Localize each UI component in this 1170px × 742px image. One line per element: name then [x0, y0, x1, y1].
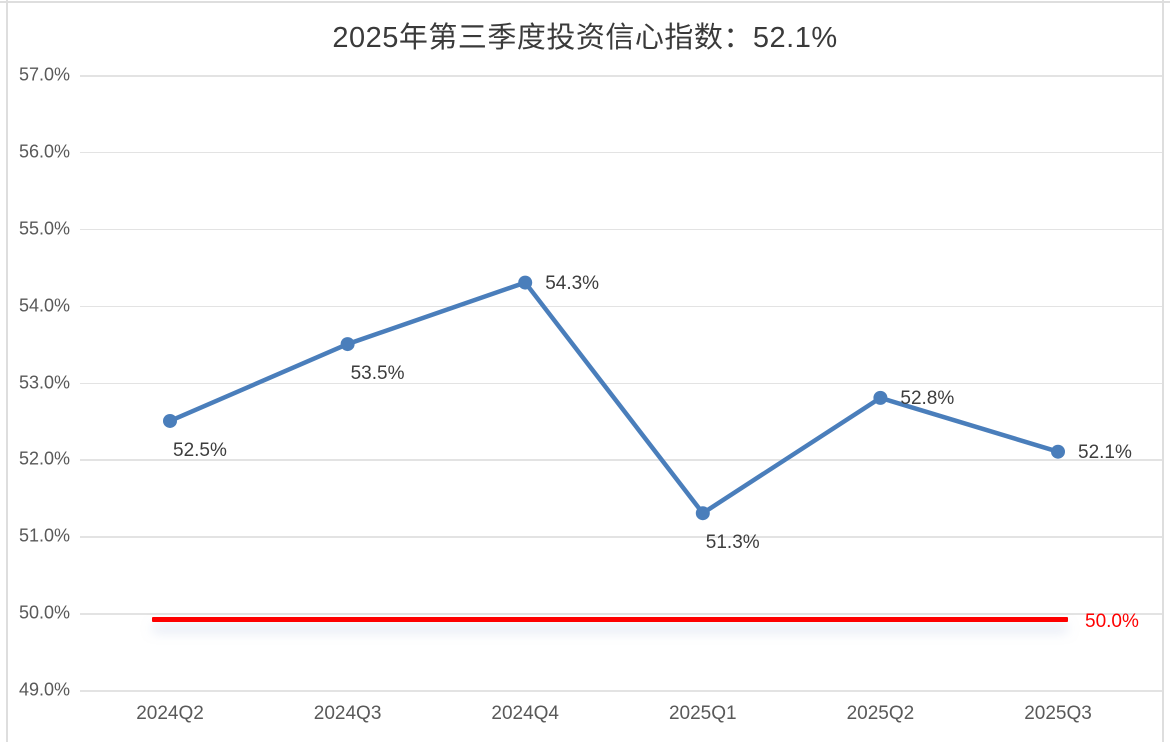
y-axis-tick-label: 55.0% — [18, 218, 70, 239]
x-axis-tick-label: 2025Q3 — [1024, 703, 1092, 724]
data-point-marker — [163, 413, 177, 428]
x-axis-tick-label: 2024Q3 — [313, 703, 382, 724]
y-axis-tick-label: 51.0% — [18, 525, 70, 546]
chart-frame-left-border — [6, 0, 8, 742]
y-axis-tick-label: 49.0% — [18, 679, 70, 700]
gridline — [80, 613, 1162, 615]
chart-title: 2025年第三季度投资信心指数：52.1% — [332, 22, 838, 54]
gridline — [80, 459, 1162, 461]
data-point-label: 52.5% — [173, 439, 227, 461]
reference-line-label: 50.0% — [1085, 611, 1139, 633]
reference-line-50-percent — [152, 616, 1068, 622]
gridline — [80, 305, 1162, 308]
gridline — [80, 536, 1162, 538]
x-axis-tick-label: 2025Q2 — [846, 703, 915, 724]
y-axis-tick-label: 57.0% — [18, 64, 70, 85]
chart-frame-right-border — [1162, 0, 1164, 742]
gridline — [80, 690, 1162, 692]
data-point-marker — [1051, 444, 1065, 459]
y-axis-tick-label: 50.0% — [18, 602, 70, 623]
data-point-label: 53.5% — [350, 363, 405, 385]
series-line — [167, 280, 1061, 516]
chart-frame-top-border — [0, 1, 1170, 3]
gridline — [80, 75, 1162, 77]
x-axis-tick-label: 2025Q1 — [668, 703, 737, 724]
data-point-label: 51.3% — [705, 532, 760, 554]
data-point-marker — [340, 337, 355, 352]
data-point-marker — [518, 275, 533, 290]
y-axis-tick-label: 54.0% — [18, 295, 70, 316]
data-point-marker — [873, 390, 888, 405]
data-point-label: 52.8% — [900, 387, 955, 409]
gridline — [80, 382, 1162, 384]
gridline — [80, 228, 1162, 231]
x-axis-tick-label: 2024Q4 — [491, 703, 559, 724]
y-axis-tick-label: 52.0% — [18, 448, 70, 469]
data-point-label: 52.1% — [1078, 441, 1132, 463]
y-axis-tick-label: 53.0% — [18, 372, 70, 392]
x-axis-tick-label: 2024Q2 — [136, 703, 204, 724]
y-axis-tick-label: 56.0% — [18, 141, 70, 162]
data-point-marker — [695, 506, 710, 521]
gridline — [80, 151, 1162, 154]
data-point-label: 54.3% — [545, 272, 600, 294]
